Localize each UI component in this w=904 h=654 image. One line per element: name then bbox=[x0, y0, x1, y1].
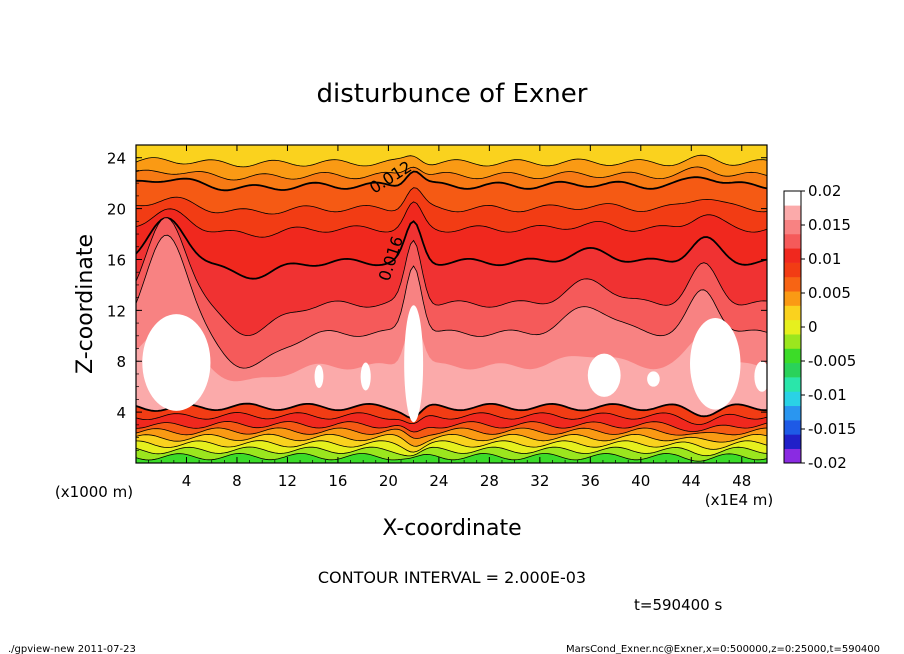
y-tick-label: 12 bbox=[107, 302, 126, 320]
colorbar-swatch bbox=[784, 405, 801, 421]
contour-line bbox=[136, 412, 767, 425]
y-tick-label: 24 bbox=[107, 150, 126, 168]
maximum-region bbox=[404, 305, 424, 423]
colorbar-swatch bbox=[784, 205, 801, 220]
colorbar-swatch bbox=[784, 262, 801, 278]
x-tick-label: 36 bbox=[581, 472, 600, 490]
y-axis-ticks: 4 8 12 16 20 24 bbox=[107, 150, 767, 451]
maximum-region bbox=[754, 361, 767, 392]
colorbar-swatch bbox=[784, 334, 801, 349]
contour-line bbox=[136, 170, 767, 192]
colorbar-swatch bbox=[784, 233, 801, 249]
colorbar-swatch bbox=[784, 420, 801, 435]
footer-right: MarsCond_Exner.nc@Exner,x=0:500000,z=0:2… bbox=[566, 644, 880, 654]
colorbar-tick-label: -0.005 bbox=[808, 352, 856, 370]
contour-interval-note: CONTOUR INTERVAL = 2.000E-03 bbox=[318, 568, 586, 587]
x-tick-label: 16 bbox=[328, 472, 347, 490]
contour-line bbox=[136, 433, 767, 447]
colorbar: 0.02 0.015 0.01 0.005 0 -0.005 -0.01 -0.015 -0.0… bbox=[783, 182, 856, 472]
y-unit-label: (x1000 m) bbox=[55, 483, 133, 501]
contour-line bbox=[136, 440, 767, 453]
colorbar-swatch bbox=[784, 291, 801, 306]
y-tick-label: 8 bbox=[116, 353, 126, 371]
colorbar-tick-label: 0 bbox=[808, 318, 818, 336]
x-tick-label: 8 bbox=[232, 472, 242, 490]
y-axis-label: Z-coordinate bbox=[73, 234, 98, 374]
x-tick-label: 48 bbox=[732, 472, 751, 490]
footer-left: ./gpview-new 2011-07-23 bbox=[8, 644, 136, 654]
colorbar-tick-label: 0.015 bbox=[808, 216, 851, 234]
contour-line bbox=[136, 201, 767, 238]
colorbar-swatch bbox=[784, 448, 801, 464]
contour-line bbox=[136, 446, 767, 457]
colorbar-tick-label: 0.005 bbox=[808, 284, 851, 302]
colorbar-tick-label: 0.01 bbox=[808, 250, 841, 268]
colorbar-swatch bbox=[784, 305, 801, 321]
colorbar-swatch bbox=[784, 348, 801, 364]
maximum-region bbox=[142, 314, 211, 411]
time-label: t=590400 s bbox=[634, 596, 722, 614]
x-tick-label: 20 bbox=[379, 472, 398, 490]
x-tick-label: 28 bbox=[480, 472, 499, 490]
contour-line bbox=[136, 217, 767, 280]
contour-line bbox=[136, 234, 767, 369]
colorbar-swatch bbox=[784, 362, 801, 378]
contour-line bbox=[136, 402, 767, 419]
contour-line bbox=[136, 187, 767, 215]
contour-line bbox=[136, 166, 767, 181]
x-tick-label: 44 bbox=[682, 472, 701, 490]
x-tick-label: 12 bbox=[278, 472, 297, 490]
x-unit-label: (x1E4 m) bbox=[705, 491, 774, 509]
colorbar-tick-label: -0.01 bbox=[808, 386, 847, 404]
x-tick-label: 40 bbox=[631, 472, 650, 490]
y-tick-label: 4 bbox=[116, 404, 126, 422]
contour-band bbox=[136, 453, 767, 463]
colorbar-swatch bbox=[784, 219, 801, 235]
x-axis-label: X-coordinate bbox=[382, 516, 521, 541]
chart-title: disturbunce of Exner bbox=[317, 79, 588, 109]
contour-bands bbox=[136, 154, 767, 463]
maximum-region bbox=[690, 317, 741, 410]
contour-line bbox=[136, 452, 767, 462]
colorbar-tick-label: -0.015 bbox=[808, 420, 856, 438]
y-tick-label: 16 bbox=[107, 251, 126, 269]
x-axis-ticks: 4 8 12 16 20 24 28 32 36 40 44 48 bbox=[148, 145, 755, 490]
maximum-region bbox=[314, 365, 324, 388]
contour-line bbox=[136, 427, 767, 439]
colorbar-swatch bbox=[784, 434, 801, 449]
colorbar-swatch bbox=[784, 276, 801, 292]
colorbar-tick-label: 0.02 bbox=[808, 182, 841, 200]
colorbar-swatch bbox=[784, 377, 801, 392]
colorbar-swatch bbox=[784, 391, 801, 407]
maximum-regions bbox=[142, 305, 767, 423]
plot-area bbox=[136, 145, 767, 463]
x-tick-label: 24 bbox=[429, 472, 448, 490]
x-tick-label: 32 bbox=[530, 472, 549, 490]
maximum-region bbox=[647, 371, 660, 387]
colorbar-swatch bbox=[784, 248, 801, 263]
colorbar-swatch bbox=[784, 191, 801, 206]
contour-line bbox=[136, 421, 767, 433]
contour-line bbox=[136, 154, 767, 168]
maximum-region bbox=[360, 362, 371, 391]
colorbar-tick-label: -0.02 bbox=[808, 454, 847, 472]
y-tick-label: 20 bbox=[107, 201, 126, 219]
colorbar-swatch bbox=[784, 319, 801, 335]
x-tick-label: 4 bbox=[182, 472, 192, 490]
maximum-region bbox=[587, 353, 621, 397]
contour-line bbox=[136, 217, 767, 337]
